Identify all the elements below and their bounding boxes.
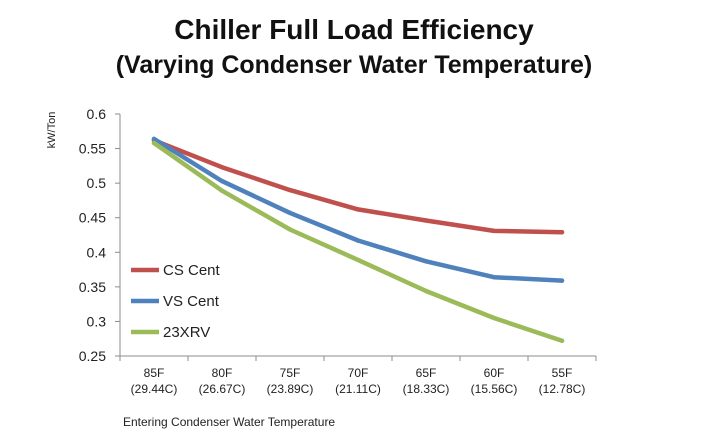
data-point [491, 315, 497, 321]
data-point [287, 187, 293, 193]
y-tick-label: 0.25 [79, 348, 106, 364]
data-point [219, 178, 225, 184]
series-lines [151, 136, 565, 344]
legend-label: 23XRV [163, 324, 210, 341]
chart-subtitle: (Varying Condenser Water Temperature) [115, 51, 593, 79]
y-axis: 0.6 0.55 0.5 0.45 0.4 0.35 0.3 0.25 [79, 106, 121, 364]
data-point [491, 274, 497, 280]
y-tick-label: 0.35 [79, 279, 106, 295]
x-axis: 85F (29.44C) 80F (26.67C) 75F (23.89C) 70F (21.… [119, 355, 597, 396]
data-point [151, 136, 157, 142]
y-tick-label: 0.6 [87, 106, 107, 122]
chart-title: Chiller Full Load Efficiency [174, 14, 534, 45]
data-point [423, 259, 429, 264]
x-tick-sublabel: (26.67C) [199, 382, 246, 396]
data-point [559, 278, 565, 283]
x-tick-sublabel: (21.11C) [335, 382, 381, 396]
data-point [151, 140, 157, 146]
x-tick-label: 70F [348, 366, 369, 380]
x-tick-label: 60F [484, 366, 505, 380]
data-point [219, 188, 225, 193]
x-axis-label: Entering Condenser Water Temperature [123, 415, 335, 429]
x-tick-sublabel: (18.33C) [403, 382, 450, 396]
data-point [423, 288, 429, 294]
data-point [355, 238, 361, 243]
y-tick-label: 0.4 [87, 244, 107, 260]
data-point [491, 228, 497, 234]
x-tick-label: 75F [280, 366, 301, 380]
x-tick-label: 85F [144, 366, 165, 380]
data-point [559, 338, 565, 343]
legend-label: VS Cent [163, 293, 220, 310]
y-tick-label: 0.5 [87, 175, 107, 191]
x-tick-label: 55F [552, 366, 573, 380]
x-tick-sublabel: (29.44C) [131, 382, 178, 396]
x-tick-sublabel: (12.78C) [539, 382, 586, 396]
data-point [559, 230, 565, 235]
x-tick-sublabel: (15.56C) [471, 382, 518, 396]
legend-label: CS Cent [163, 262, 221, 279]
legend: CS Cent VS Cent 23XRV [131, 262, 221, 341]
data-point [355, 207, 361, 212]
x-tick-label: 80F [212, 366, 233, 380]
y-axis-label: kW/Ton [46, 112, 58, 149]
y-tick-label: 0.55 [79, 141, 106, 157]
data-point [287, 210, 293, 216]
data-point [355, 257, 361, 263]
data-point [219, 165, 225, 170]
data-point [287, 227, 293, 232]
x-tick-sublabel: (23.89C) [267, 382, 314, 396]
y-tick-label: 0.45 [79, 210, 106, 226]
data-point [423, 218, 429, 223]
x-tick-label: 65F [416, 366, 437, 380]
y-tick-label: 0.3 [87, 313, 107, 329]
